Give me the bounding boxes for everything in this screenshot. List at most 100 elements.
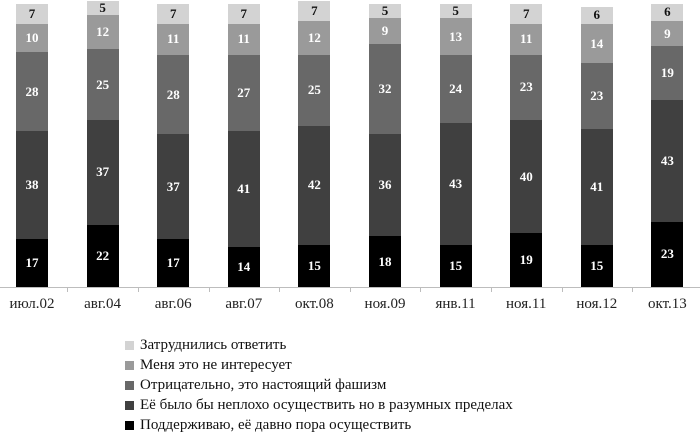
bar-segment: 13 xyxy=(439,18,472,55)
bar-segment: 14 xyxy=(580,23,613,64)
data-label: 25 xyxy=(96,76,110,92)
data-label: 38 xyxy=(25,177,39,193)
bar-segment: 37 xyxy=(86,120,119,225)
bar-segment: 25 xyxy=(298,54,331,126)
bar-segment: 40 xyxy=(510,120,543,234)
data-label: 36 xyxy=(378,177,392,193)
data-label: 7 xyxy=(522,5,530,21)
bar-segment: 38 xyxy=(16,131,48,239)
bar-segment: 12 xyxy=(298,20,331,55)
bar-segment: 28 xyxy=(157,54,190,135)
data-label: 18 xyxy=(378,253,392,269)
bar-segment: 7 xyxy=(157,4,190,24)
x-tick-label: янв.11 xyxy=(435,296,476,312)
x-tick-mark xyxy=(420,287,422,292)
data-label: 5 xyxy=(99,0,106,16)
data-label: 24 xyxy=(449,80,463,96)
legend-swatch-icon xyxy=(125,420,134,430)
x-tick-label: авг.07 xyxy=(225,296,263,312)
bar-segment: 17 xyxy=(16,238,48,287)
legend-label: Её было бы неплохо осуществить но в разу… xyxy=(140,396,513,413)
bar-segment: 23 xyxy=(580,63,613,129)
data-label: 15 xyxy=(307,257,321,273)
x-tick-mark xyxy=(279,287,281,292)
data-label: 37 xyxy=(96,164,110,180)
legend-item: Поддерживаю, её давно пора осуществить xyxy=(125,415,513,435)
x-tick-label: ноя.09 xyxy=(364,296,406,312)
data-label: 25 xyxy=(307,82,321,98)
data-label: 41 xyxy=(237,181,251,197)
x-tick-label: авг.06 xyxy=(154,296,192,312)
data-label: 7 xyxy=(240,5,248,21)
legend-label: Затруднились ответить xyxy=(140,336,287,353)
bar-segment: 10 xyxy=(16,23,48,53)
bar-segment: 9 xyxy=(651,20,684,47)
legend: Затруднились ответить Меня это не интерес… xyxy=(125,335,513,435)
data-label: 15 xyxy=(449,257,463,273)
legend-item: Отрицательно, это настоящий фашизм xyxy=(125,375,513,395)
data-label: 7 xyxy=(28,5,36,21)
x-tick-label: июл.02 xyxy=(9,296,55,312)
x-tick-mark xyxy=(632,287,634,292)
data-label: 5 xyxy=(381,3,389,19)
legend-item: Затруднились ответить xyxy=(125,335,513,355)
data-label: 43 xyxy=(660,153,674,169)
data-label: 28 xyxy=(166,86,180,102)
x-tick-mark xyxy=(208,287,210,292)
bar-segment: 12 xyxy=(86,15,119,50)
data-label: 42 xyxy=(307,177,321,193)
data-label: 7 xyxy=(169,5,177,21)
data-label: 12 xyxy=(307,29,321,45)
data-label: 6 xyxy=(593,7,601,23)
legend-item: Её было бы неплохо осуществить но в разу… xyxy=(125,395,513,415)
data-label: 6 xyxy=(664,4,671,20)
data-label: 11 xyxy=(167,31,180,47)
data-label: 32 xyxy=(378,80,392,96)
data-label: 27 xyxy=(237,85,251,101)
x-tick-mark xyxy=(561,287,563,292)
bar-segment: 43 xyxy=(651,100,684,222)
bar-segment: 7 xyxy=(16,4,48,24)
bar-segment: 43 xyxy=(439,122,472,245)
x-tick-label: ноя.12 xyxy=(576,296,618,312)
data-label: 40 xyxy=(519,168,533,184)
bar-segment: 15 xyxy=(580,244,613,287)
data-label: 15 xyxy=(590,257,604,273)
x-tick-label: ноя.11 xyxy=(506,296,547,312)
data-label: 43 xyxy=(449,175,463,191)
data-label: 7 xyxy=(311,3,318,19)
data-label: 19 xyxy=(519,252,533,268)
data-label: 11 xyxy=(237,31,250,47)
data-label: 13 xyxy=(449,28,463,44)
bar-segment: 6 xyxy=(580,6,613,24)
x-tick-mark xyxy=(137,287,139,292)
bar-segment: 7 xyxy=(510,4,543,24)
data-label: 14 xyxy=(590,35,604,51)
bar-segment: 42 xyxy=(298,125,331,245)
bar-segment: 41 xyxy=(580,128,613,245)
x-tick-mark xyxy=(67,287,69,292)
legend-label: Поддерживаю, её давно пора осуществить xyxy=(140,416,412,433)
data-label: 23 xyxy=(590,87,604,103)
bar-segment: 18 xyxy=(369,236,401,287)
data-label: 9 xyxy=(381,22,389,38)
legend-label: Меня это не интересует xyxy=(140,356,292,373)
data-label: 9 xyxy=(664,25,671,41)
legend-swatch-icon xyxy=(125,380,134,390)
data-label: 23 xyxy=(519,79,533,95)
legend-swatch-icon xyxy=(125,400,134,410)
data-label: 19 xyxy=(660,65,674,81)
bar-segment: 5 xyxy=(439,3,472,19)
bar-segment: 19 xyxy=(510,233,543,287)
bar-segment: 7 xyxy=(227,4,260,24)
data-label: 28 xyxy=(25,83,39,99)
bar-segment: 23 xyxy=(651,221,684,287)
data-label: 37 xyxy=(166,178,180,194)
bar-segment: 36 xyxy=(369,134,401,237)
x-tick-label: авг.04 xyxy=(84,296,122,312)
data-label: 41 xyxy=(590,178,604,194)
legend-item: Меня это не интересует xyxy=(125,355,513,375)
bar-segment: 11 xyxy=(157,23,190,55)
legend-swatch-icon xyxy=(125,340,134,350)
